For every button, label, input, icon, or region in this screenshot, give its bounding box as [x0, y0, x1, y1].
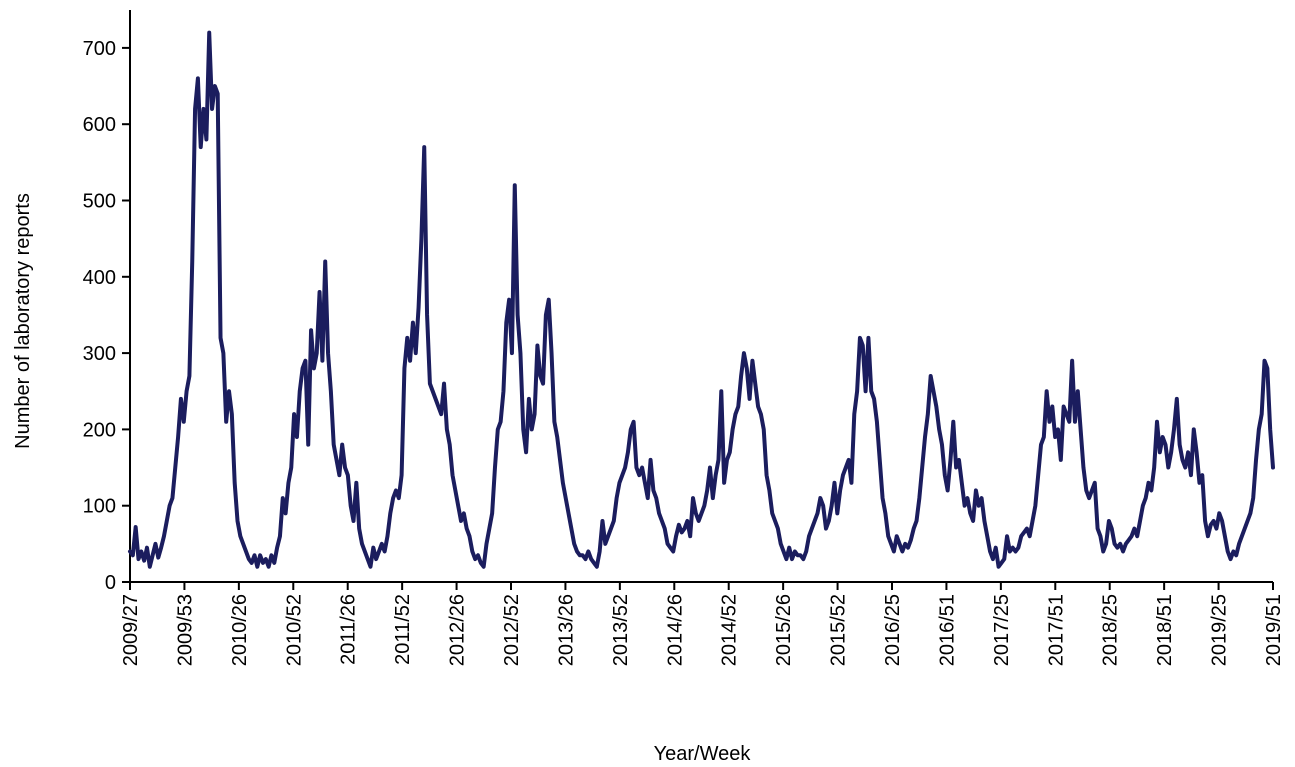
- y-tick-label: 200: [83, 419, 116, 441]
- x-tick-label: 2009/27: [120, 594, 142, 666]
- x-tick-label: 2018/51: [1154, 594, 1176, 666]
- x-tick-label: 2009/53: [174, 594, 196, 666]
- y-tick-label: 500: [83, 191, 116, 213]
- y-tick-label: 700: [83, 38, 116, 60]
- x-tick-label: 2019/25: [1209, 594, 1231, 666]
- x-tick-label: 2016/25: [882, 594, 904, 666]
- axes: [129, 10, 1273, 583]
- y-tick-label: 0: [105, 572, 116, 594]
- x-tick-label: 2018/25: [1100, 594, 1122, 666]
- y-ticks: 0 100 200 300 400 500 600 700: [83, 38, 130, 594]
- y-tick-label: 300: [83, 343, 116, 365]
- x-tick-label: 2017/25: [991, 594, 1013, 666]
- y-tick-label: 100: [83, 496, 116, 518]
- x-tick-label: 2010/26: [229, 594, 251, 666]
- y-axis-title: Number of laboratory reports: [12, 193, 34, 449]
- series-layer: [128, 30, 1275, 569]
- x-tick-label: 2014/26: [664, 594, 686, 666]
- x-tick-label: 2012/26: [447, 594, 469, 666]
- x-ticks: 2009/27 2009/53 2010/26 2010/52 2011/26 2011/…: [120, 582, 1285, 666]
- x-axis-title: Year/Week: [654, 743, 752, 765]
- x-tick-label: 2010/52: [283, 594, 305, 666]
- x-tick-label: 2013/26: [555, 594, 577, 666]
- x-tick-label: 2011/52: [392, 594, 414, 665]
- x-tick-label: 2019/51: [1263, 594, 1285, 666]
- x-tick-label: 2017/51: [1045, 594, 1067, 666]
- x-tick-label: 2014/52: [719, 594, 741, 666]
- x-tick-label: 2015/52: [828, 594, 850, 666]
- x-tick-label: 2012/52: [501, 594, 523, 666]
- x-tick-label: 2011/26: [338, 594, 360, 665]
- series-line: [128, 30, 1275, 569]
- x-tick-label: 2015/26: [773, 594, 795, 666]
- y-tick-label: 600: [83, 114, 116, 136]
- y-tick-label: 400: [83, 267, 116, 289]
- x-tick-label: 2013/52: [610, 594, 632, 666]
- x-tick-label: 2016/51: [936, 594, 958, 666]
